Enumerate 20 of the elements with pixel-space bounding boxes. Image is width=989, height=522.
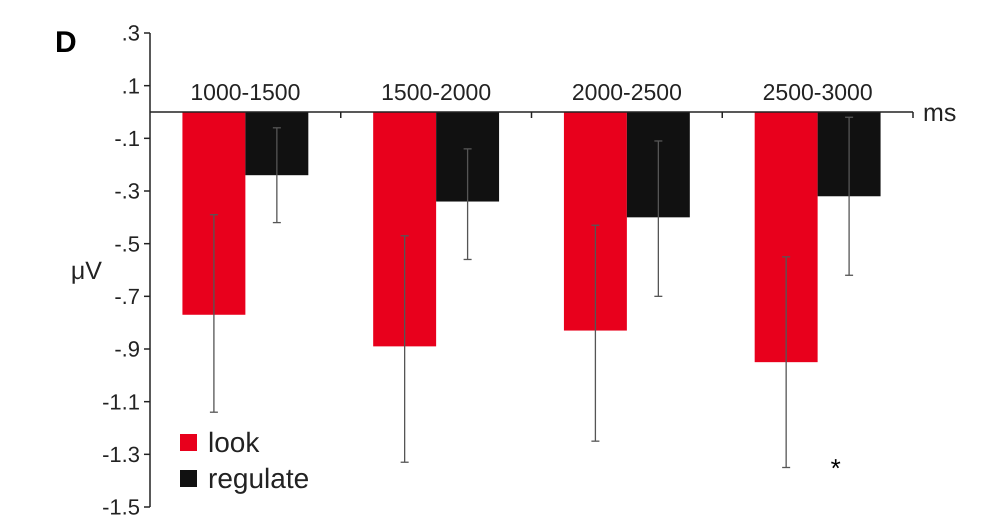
y-tick-label: .1 xyxy=(122,73,140,98)
legend-label: look xyxy=(208,426,260,458)
y-tick-label: -1.3 xyxy=(102,442,140,468)
y-axis-title: μV xyxy=(70,256,102,285)
y-tick-label: -.1 xyxy=(114,126,140,152)
y-tick-label: -.3 xyxy=(114,178,140,204)
x-tick-label: 1500-2000 xyxy=(381,79,492,105)
x-tick-label: 1000-1500 xyxy=(190,79,300,105)
legend-label: regulate xyxy=(208,462,310,494)
x-tick-label: 2500-3000 xyxy=(762,79,873,105)
y-tick-label: -.5 xyxy=(114,231,140,256)
x-axis-title: ms xyxy=(923,98,956,127)
y-tick-label: -.7 xyxy=(114,284,140,310)
y-tick-label: -1.1 xyxy=(102,389,140,414)
x-tick-label: 2000-2500 xyxy=(572,79,682,105)
chart-title: D xyxy=(55,26,77,59)
annotation: * xyxy=(830,453,841,483)
y-tick-label: .3 xyxy=(122,20,140,46)
y-tick-label: -.9 xyxy=(114,336,140,362)
y-tick-label: -1.5 xyxy=(102,494,140,520)
